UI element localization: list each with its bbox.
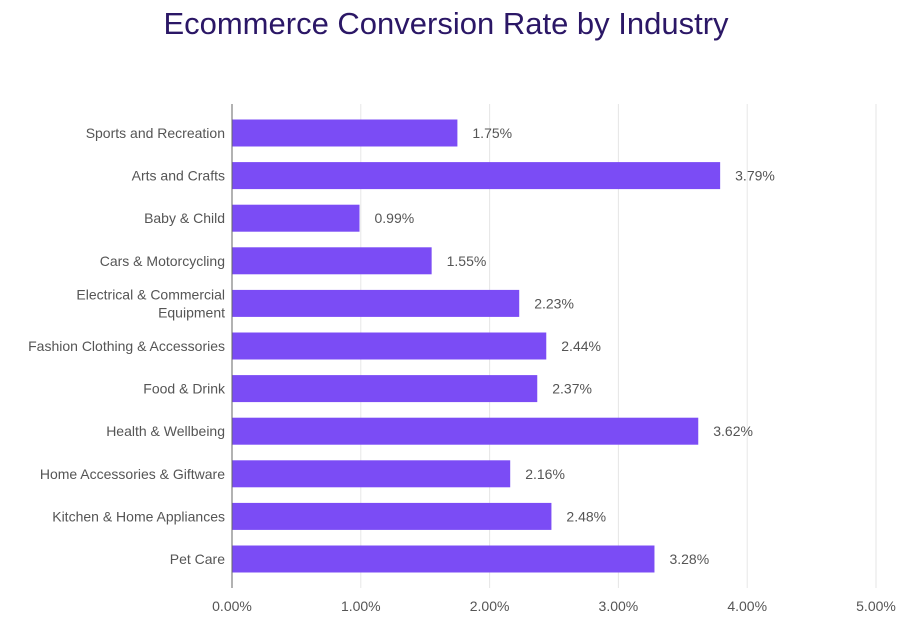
category-label: Electrical & Commercial	[76, 286, 225, 302]
data-label: 1.75%	[472, 125, 512, 141]
category-label: Pet Care	[170, 551, 225, 567]
data-label: 0.99%	[375, 210, 415, 226]
x-tick-label: 5.00%	[856, 598, 896, 614]
category-label: Baby & Child	[144, 210, 225, 226]
data-label: 3.28%	[669, 551, 709, 567]
category-label: Sports and Recreation	[86, 125, 225, 141]
bar	[232, 460, 511, 488]
data-label: 1.55%	[447, 253, 487, 269]
category-label: Kitchen & Home Appliances	[52, 508, 225, 524]
chart-title: Ecommerce Conversion Rate by Industry	[163, 6, 729, 41]
category-label: Food & Drink	[143, 381, 226, 397]
bar	[232, 417, 699, 445]
x-tick-label: 1.00%	[341, 598, 381, 614]
data-label: 2.44%	[561, 338, 601, 354]
bar	[232, 162, 721, 190]
x-tick-label: 0.00%	[212, 598, 252, 614]
bar	[232, 247, 432, 275]
category-label: Health & Wellbeing	[106, 423, 225, 439]
bar	[232, 545, 655, 573]
bar	[232, 502, 552, 530]
category-label: Equipment	[158, 304, 225, 320]
bar	[232, 289, 520, 317]
category-label: Arts and Crafts	[132, 168, 225, 184]
data-label: 3.79%	[735, 168, 775, 184]
x-tick-label: 3.00%	[599, 598, 639, 614]
category-label: Fashion Clothing & Accessories	[28, 338, 225, 354]
x-tick-label: 2.00%	[470, 598, 510, 614]
bar	[232, 204, 360, 232]
bar	[232, 119, 458, 147]
bar	[232, 375, 538, 403]
data-label: 2.23%	[534, 295, 574, 311]
data-label: 2.48%	[566, 508, 606, 524]
data-label: 3.62%	[713, 423, 753, 439]
data-label: 2.16%	[525, 466, 565, 482]
data-label: 2.37%	[552, 381, 592, 397]
category-label: Home Accessories & Giftware	[40, 466, 225, 482]
bar	[232, 332, 547, 360]
x-tick-label: 4.00%	[727, 598, 767, 614]
category-label: Cars & Motorcycling	[100, 253, 225, 269]
